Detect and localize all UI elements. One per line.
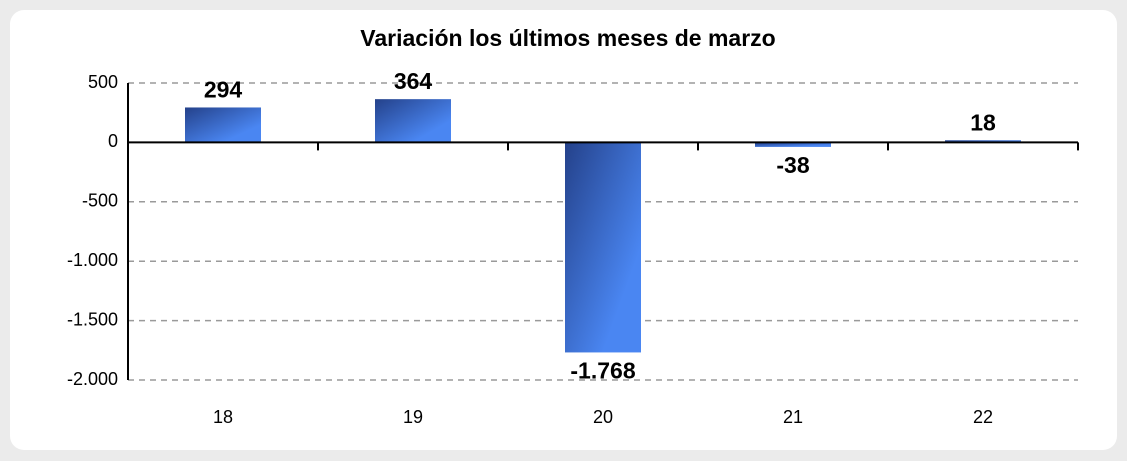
data-label: -38 — [776, 152, 809, 178]
bar — [375, 99, 451, 143]
bar — [755, 142, 831, 147]
data-label: 364 — [394, 68, 433, 94]
x-tick-label: 18 — [213, 407, 233, 427]
data-label: 18 — [970, 109, 996, 135]
y-tick-label: 0 — [108, 131, 118, 151]
data-label: 294 — [204, 77, 243, 103]
panel — [10, 10, 1117, 450]
x-tick-label: 21 — [783, 407, 803, 427]
y-tick-label: -2.000 — [67, 369, 118, 389]
x-tick-label: 19 — [403, 407, 423, 427]
y-tick-label: -500 — [82, 191, 118, 211]
y-tick-label: 500 — [88, 72, 118, 92]
bar — [565, 142, 641, 353]
x-tick-label: 20 — [593, 407, 613, 427]
bar — [185, 107, 261, 143]
chart-title: Variación los últimos meses de marzo — [360, 25, 775, 51]
y-tick-label: -1.000 — [67, 250, 118, 270]
x-tick-label: 22 — [973, 407, 993, 427]
data-label: -1.768 — [570, 358, 635, 384]
bar — [945, 140, 1021, 143]
y-tick-label: -1.500 — [67, 309, 118, 329]
